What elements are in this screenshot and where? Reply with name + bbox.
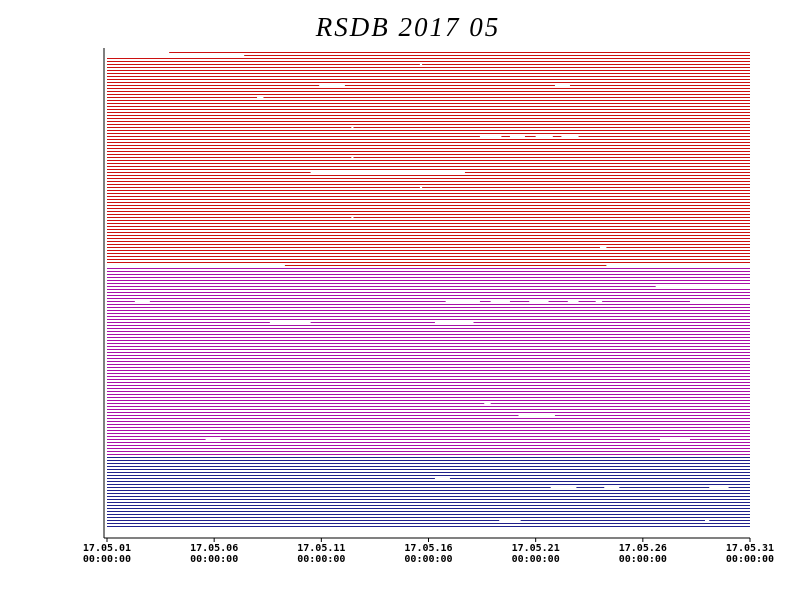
chart-title: RSDB 2017 05 bbox=[315, 12, 500, 42]
x-tick-label: 17.05.01 00:00:00 bbox=[82, 543, 132, 565]
x-tick-label: 17.05.11 00:00:00 bbox=[297, 543, 346, 565]
x-tick-label: 17.05.31 00:00:00 bbox=[725, 543, 775, 565]
x-tick-label: 17.05.21 00:00:00 bbox=[511, 543, 560, 565]
x-tick-label: 17.05.16 00:00:00 bbox=[404, 543, 453, 565]
x-tick-label: 17.05.06 00:00:00 bbox=[190, 543, 239, 565]
x-tick-label: 17.05.26 00:00:00 bbox=[618, 543, 667, 565]
